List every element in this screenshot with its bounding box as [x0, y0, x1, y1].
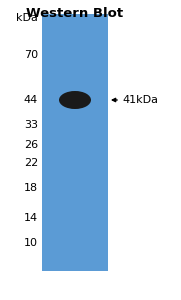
Ellipse shape [59, 91, 91, 109]
Text: 70: 70 [24, 50, 38, 60]
Text: 26: 26 [24, 140, 38, 150]
Bar [42, 14, 108, 271]
Text: kDa: kDa [16, 13, 38, 23]
Text: 41kDa: 41kDa [122, 95, 158, 105]
Text: 14: 14 [24, 213, 38, 223]
Text: 22: 22 [24, 158, 38, 168]
Text: 10: 10 [24, 238, 38, 248]
Text: Western Blot: Western Blot [26, 7, 124, 20]
Text: 44: 44 [24, 95, 38, 105]
Text: 18: 18 [24, 183, 38, 193]
Text: 33: 33 [24, 120, 38, 130]
